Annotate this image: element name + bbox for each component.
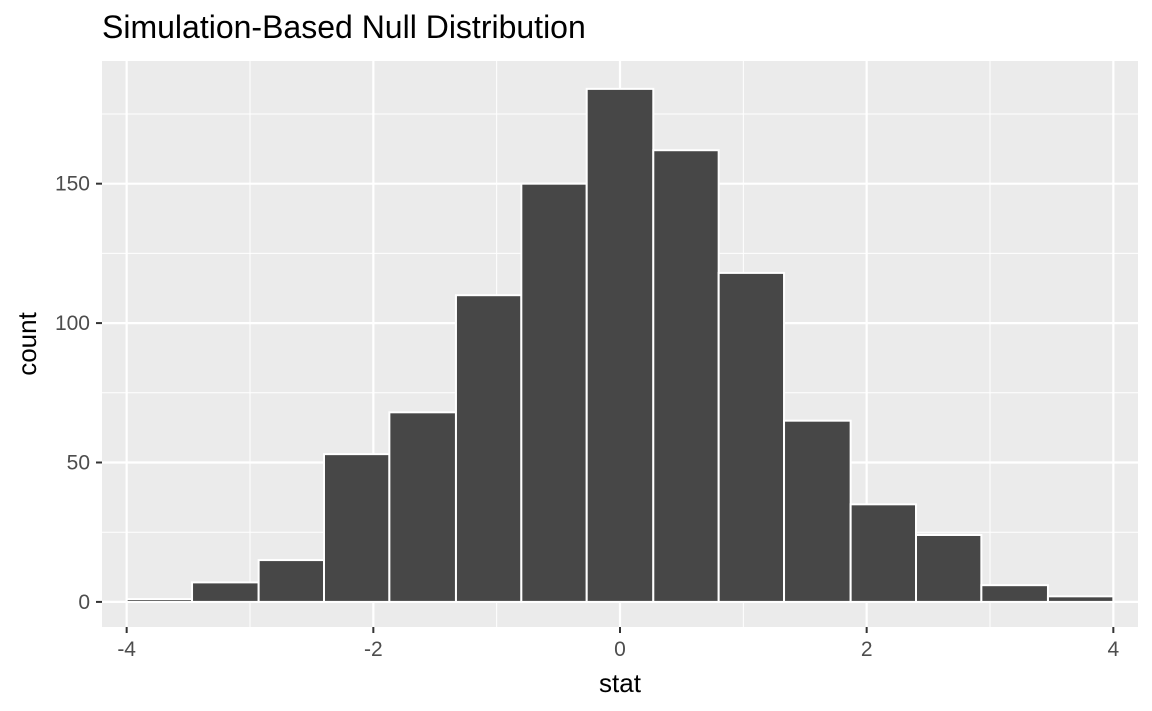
histogram-bar — [1046, 595, 1115, 603]
histogram-bar — [652, 149, 720, 603]
histogram-bar — [585, 87, 655, 603]
x-axis-title: stat — [599, 668, 642, 698]
histogram-bar — [257, 559, 325, 603]
histogram-bar — [323, 453, 391, 603]
y-tick-label: 150 — [55, 173, 90, 196]
y-axis-title: count — [12, 311, 42, 375]
x-tick-label: 2 — [861, 638, 873, 661]
histogram-bar — [125, 598, 194, 603]
y-axis: 0 50 100 150 — [55, 173, 102, 614]
histogram-bar — [783, 419, 852, 603]
histogram-bar — [717, 271, 786, 603]
histogram-bar — [520, 182, 588, 603]
histogram-bar — [388, 411, 457, 603]
x-axis: -4 -2 0 2 4 — [117, 627, 1119, 661]
x-tick-label: -4 — [117, 638, 136, 661]
histogram-bar — [454, 294, 523, 603]
y-tick-label: 100 — [55, 312, 90, 335]
y-tick-label: 50 — [67, 451, 90, 474]
x-tick-label: 4 — [1107, 638, 1119, 661]
chart-title: Simulation-Based Null Distribution — [102, 9, 586, 45]
y-tick-label: 0 — [78, 591, 90, 614]
histogram-bar — [980, 584, 1049, 603]
x-tick-label: 0 — [614, 638, 626, 661]
histogram-bar — [849, 503, 918, 603]
histogram-bar — [915, 533, 983, 603]
histogram-bars — [125, 87, 1115, 603]
histogram-bar — [191, 581, 260, 603]
x-tick-label: -2 — [364, 638, 383, 661]
